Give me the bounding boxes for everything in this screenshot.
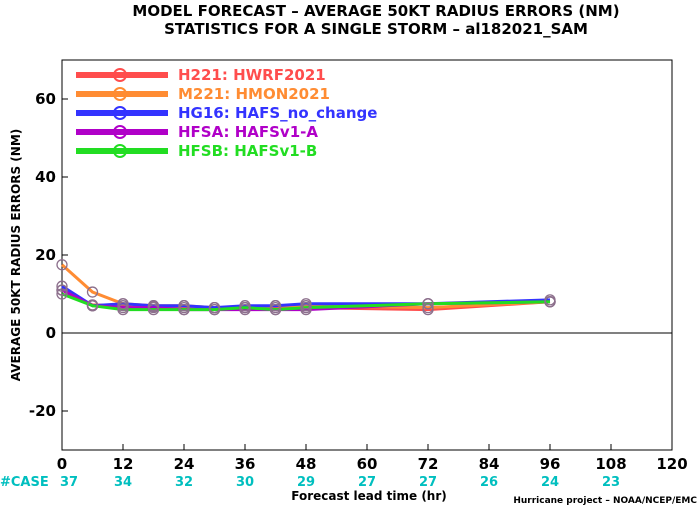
case-count: 37	[60, 475, 78, 490]
x-tick-label: 72	[418, 455, 439, 473]
data-point	[86, 286, 99, 298]
case-count: 26	[480, 475, 498, 490]
case-count: 27	[358, 475, 376, 490]
x-tick-label: 0	[57, 455, 67, 473]
x-axis-label: Forecast lead time (hr)	[291, 489, 447, 503]
x-tick-label: 60	[357, 455, 378, 473]
y-tick-label: 60	[35, 90, 56, 108]
x-tick-label: 96	[540, 455, 561, 473]
y-tick-label: 0	[46, 324, 56, 342]
legend-entry: M221: HMON2021	[178, 85, 330, 103]
legend-marker	[113, 68, 127, 82]
series-layer	[56, 259, 556, 316]
legend-entry: H221: HWRF2021	[178, 66, 326, 84]
case-count: 30	[236, 475, 254, 490]
chart-title: MODEL FORECAST – AVERAGE 50KT RADIUS ERR…	[132, 2, 619, 20]
x-tick-label: 12	[113, 455, 134, 473]
data-point	[269, 303, 282, 316]
legend-marker	[113, 144, 127, 158]
x-tick-label: 84	[479, 455, 500, 473]
legend-entry: HG16: HAFS_no_change	[178, 104, 377, 122]
data-point	[117, 303, 129, 316]
case-count: 27	[419, 475, 437, 490]
legend-marker	[113, 106, 127, 120]
data-point	[239, 301, 251, 314]
data-point	[56, 284, 68, 296]
data-point	[422, 301, 434, 314]
x-tick-label: 24	[174, 455, 195, 473]
chart-subtitle: STATISTICS FOR A SINGLE STORM – al182021…	[164, 20, 588, 38]
x-tick-label: 108	[595, 455, 626, 473]
case-counts: 37 34 32 30 29 27 27 26 24 23	[60, 475, 620, 490]
data-point	[208, 303, 221, 316]
data-point	[300, 301, 312, 314]
x-tick-label: 120	[656, 455, 687, 473]
data-point	[86, 300, 99, 312]
y-tick-label: 40	[35, 168, 56, 186]
case-count: 23	[602, 475, 620, 490]
data-point	[147, 303, 160, 316]
legend-entry: HFSA: HAFSv1-A	[178, 123, 318, 141]
case-count: 34	[114, 475, 132, 490]
data-point	[544, 296, 556, 308]
series-line	[61, 292, 551, 312]
credit-text: Hurricane project – NOAA/NCEP/EMC	[513, 496, 697, 506]
case-count: 24	[541, 475, 559, 490]
legend-marker	[113, 87, 127, 101]
y-axis-label: AVERAGE 50KT RADIUS ERRORS (NM)	[9, 129, 23, 381]
legend-entry: HFSB: HAFSv1-B	[178, 142, 317, 160]
y-tick-label: 20	[35, 246, 56, 264]
data-point	[117, 298, 129, 310]
data-point	[300, 298, 312, 310]
data-point	[56, 259, 68, 271]
data-point	[269, 300, 282, 312]
data-point	[56, 280, 68, 292]
x-tick-label: 36	[235, 455, 256, 473]
data-point	[56, 288, 68, 300]
y-tick-label: -20	[29, 402, 56, 420]
data-point	[422, 298, 434, 310]
legend-marker	[113, 125, 127, 139]
case-count: 32	[175, 475, 193, 490]
x-tick-label: 48	[296, 455, 317, 473]
series-line	[61, 284, 551, 310]
data-point	[178, 303, 190, 316]
axis-ticks: 0 12 24 36 48 60 72 84 96 108 120 -20 0 20 40 60	[29, 90, 688, 473]
data-point	[178, 300, 190, 312]
case-count: 29	[297, 475, 315, 490]
case-count-label: #CASE	[0, 475, 49, 490]
